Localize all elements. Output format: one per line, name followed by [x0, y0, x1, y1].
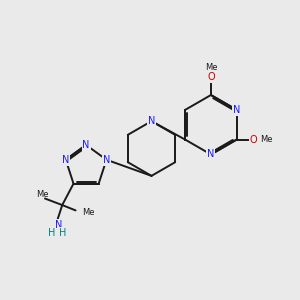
Text: N: N	[233, 105, 240, 115]
Text: H: H	[58, 228, 66, 238]
Text: N: N	[207, 149, 214, 160]
Text: Me: Me	[260, 135, 272, 144]
Text: N: N	[55, 220, 62, 230]
Text: O: O	[207, 72, 215, 82]
Text: Me: Me	[82, 208, 94, 217]
Text: N: N	[82, 140, 90, 150]
Text: N: N	[148, 116, 155, 126]
Text: Me: Me	[36, 190, 49, 200]
Text: N: N	[103, 155, 110, 165]
Text: Me: Me	[206, 63, 218, 72]
Text: N: N	[62, 155, 69, 165]
Text: O: O	[250, 135, 257, 145]
Text: H: H	[48, 228, 56, 238]
